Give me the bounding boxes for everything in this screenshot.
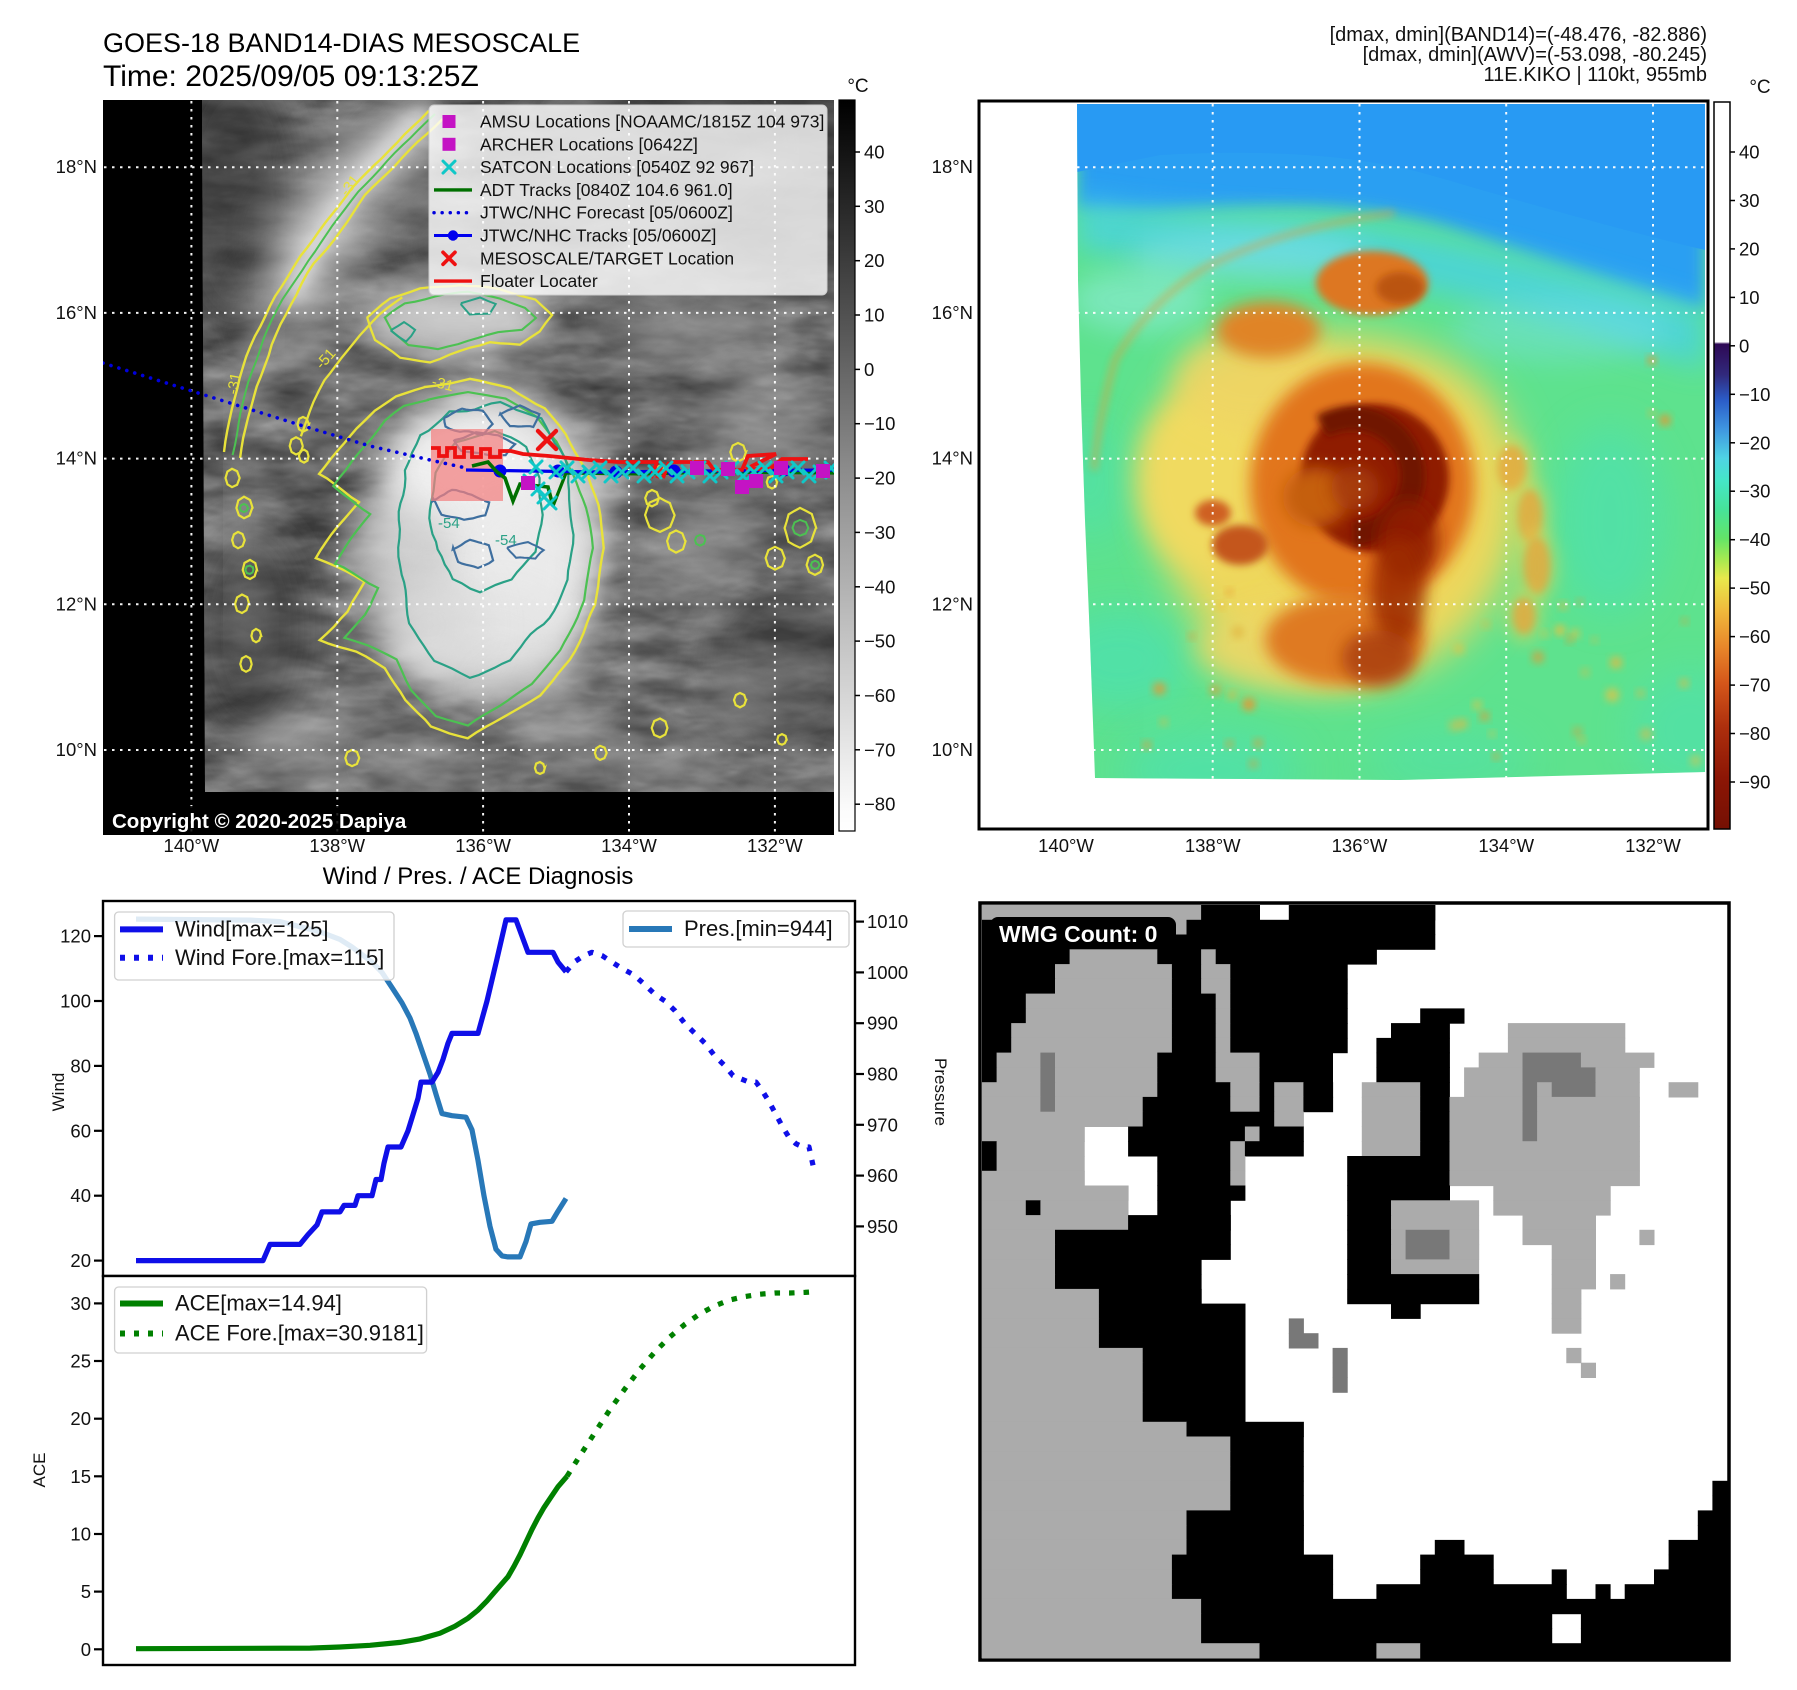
svg-text:−50: −50 — [1739, 578, 1770, 599]
svg-text:0: 0 — [864, 359, 874, 380]
svg-text:60: 60 — [70, 1120, 91, 1141]
svg-text:1000: 1000 — [867, 962, 908, 983]
svg-text:5: 5 — [81, 1581, 91, 1602]
svg-text:10°N: 10°N — [932, 739, 973, 760]
svg-text:−80: −80 — [864, 794, 895, 815]
svg-text:Pres.[min=944]: Pres.[min=944] — [684, 916, 833, 941]
svg-text:140°W: 140°W — [164, 835, 220, 856]
svg-text:-54: -54 — [495, 532, 517, 549]
svg-text:20: 20 — [70, 1250, 91, 1271]
svg-text:16°N: 16°N — [56, 302, 97, 323]
svg-text:ADT Tracks [0840Z 104.6 961.0]: ADT Tracks [0840Z 104.6 961.0] — [480, 180, 733, 200]
svg-text:-31: -31 — [224, 371, 245, 395]
svg-text:JTWC/NHC Tracks [05/0600Z]: JTWC/NHC Tracks [05/0600Z] — [480, 226, 716, 246]
svg-text:Pressure: Pressure — [931, 1058, 950, 1126]
svg-text:120: 120 — [60, 926, 91, 947]
svg-text:−70: −70 — [1739, 675, 1770, 696]
svg-text:−30: −30 — [1739, 481, 1770, 502]
svg-text:134°W: 134°W — [1478, 835, 1534, 856]
svg-text:30: 30 — [864, 196, 885, 217]
svg-text:136°W: 136°W — [455, 835, 511, 856]
svg-text:−60: −60 — [1739, 626, 1770, 647]
svg-text:980: 980 — [867, 1064, 898, 1085]
svg-text:JTWC/NHC Forecast [05/0600Z]: JTWC/NHC Forecast [05/0600Z] — [480, 203, 733, 223]
svg-text:100: 100 — [60, 991, 91, 1012]
svg-text:−20: −20 — [864, 468, 895, 489]
svg-text:16°N: 16°N — [932, 302, 973, 323]
svg-text:GOES-18 BAND14-DIAS MESOSCALE: GOES-18 BAND14-DIAS MESOSCALE — [103, 28, 580, 58]
svg-text:ARCHER Locations [0642Z]: ARCHER Locations [0642Z] — [480, 134, 698, 154]
svg-text:[dmax, dmin](BAND14)=(-48.476,: [dmax, dmin](BAND14)=(-48.476, -82.886) — [1330, 24, 1707, 46]
svg-text:138°W: 138°W — [1185, 835, 1241, 856]
svg-text:0: 0 — [1739, 335, 1749, 356]
svg-text:950: 950 — [867, 1216, 898, 1237]
svg-text:-54: -54 — [438, 515, 460, 532]
svg-text:°C: °C — [847, 76, 868, 97]
svg-text:10°N: 10°N — [56, 739, 97, 760]
svg-text:1010: 1010 — [867, 911, 908, 932]
svg-text:20: 20 — [864, 250, 885, 271]
svg-text:20: 20 — [70, 1408, 91, 1429]
svg-text:40: 40 — [864, 142, 885, 163]
svg-text:0: 0 — [81, 1639, 91, 1660]
svg-text:Floater Locater: Floater Locater — [480, 271, 598, 291]
svg-text:14°N: 14°N — [932, 448, 973, 469]
svg-text:10: 10 — [864, 305, 885, 326]
svg-text:ACE Fore.[max=30.9181]: ACE Fore.[max=30.9181] — [175, 1321, 424, 1346]
svg-text:960: 960 — [867, 1165, 898, 1186]
svg-text:12°N: 12°N — [56, 593, 97, 614]
svg-text:−30: −30 — [864, 522, 895, 543]
svg-text:970: 970 — [867, 1114, 898, 1135]
svg-text:Wind / Pres. / ACE Diagnosis: Wind / Pres. / ACE Diagnosis — [323, 863, 634, 890]
svg-text:Wind: Wind — [49, 1073, 68, 1112]
svg-text:Wind[max=125]: Wind[max=125] — [175, 917, 328, 942]
svg-text:−70: −70 — [864, 739, 895, 760]
svg-text:138°W: 138°W — [309, 835, 365, 856]
svg-text:40: 40 — [70, 1185, 91, 1206]
svg-text:18°N: 18°N — [56, 156, 97, 177]
svg-text:MESOSCALE/TARGET Location: MESOSCALE/TARGET Location — [480, 248, 734, 268]
svg-text:°C: °C — [1749, 77, 1770, 98]
svg-text:−80: −80 — [1739, 723, 1770, 744]
svg-text:136°W: 136°W — [1332, 835, 1388, 856]
svg-text:−20: −20 — [1739, 432, 1770, 453]
svg-text:Copyright © 2020-2025 Dapiya: Copyright © 2020-2025 Dapiya — [112, 810, 407, 833]
svg-text:−40: −40 — [864, 576, 895, 597]
svg-text:134°W: 134°W — [601, 835, 657, 856]
svg-text:ACE[max=14.94]: ACE[max=14.94] — [175, 1291, 342, 1316]
svg-text:132°W: 132°W — [747, 835, 803, 856]
svg-text:40: 40 — [1739, 142, 1760, 163]
svg-text:30: 30 — [1739, 190, 1760, 211]
svg-text:Time: 2025/09/05 09:13:25Z: Time: 2025/09/05 09:13:25Z — [103, 60, 479, 93]
svg-text:140°W: 140°W — [1038, 835, 1094, 856]
svg-text:132°W: 132°W — [1625, 835, 1681, 856]
svg-text:15: 15 — [70, 1466, 91, 1487]
svg-text:14°N: 14°N — [56, 448, 97, 469]
svg-text:10: 10 — [1739, 287, 1760, 308]
svg-text:SATCON Locations [0540Z 92 967: SATCON Locations [0540Z 92 967] — [480, 157, 754, 177]
svg-text:Wind Fore.[max=115]: Wind Fore.[max=115] — [175, 945, 384, 970]
svg-text:ACE: ACE — [30, 1453, 49, 1488]
svg-text:−50: −50 — [864, 631, 895, 652]
svg-text:30: 30 — [70, 1293, 91, 1314]
svg-text:−40: −40 — [1739, 529, 1770, 550]
svg-text:−90: −90 — [1739, 772, 1770, 793]
svg-text:80: 80 — [70, 1055, 91, 1076]
svg-text:-31: -31 — [430, 373, 455, 395]
svg-text:AMSU Locations [NOAAMC/1815Z 1: AMSU Locations [NOAAMC/1815Z 104 973] — [480, 112, 824, 132]
svg-text:[dmax, dmin](AWV)=(-53.098, -8: [dmax, dmin](AWV)=(-53.098, -80.245) — [1363, 44, 1707, 66]
svg-text:−10: −10 — [864, 413, 895, 434]
svg-text:11E.KIKO | 110kt, 955mb: 11E.KIKO | 110kt, 955mb — [1484, 64, 1707, 86]
svg-text:20: 20 — [1739, 238, 1760, 259]
svg-text:WMG Count: 0: WMG Count: 0 — [999, 921, 1157, 947]
svg-text:−60: −60 — [864, 685, 895, 706]
svg-text:12°N: 12°N — [932, 593, 973, 614]
svg-text:10: 10 — [70, 1524, 91, 1545]
svg-text:990: 990 — [867, 1013, 898, 1034]
svg-text:25: 25 — [70, 1351, 91, 1372]
svg-text:18°N: 18°N — [932, 156, 973, 177]
svg-text:−10: −10 — [1739, 384, 1770, 405]
